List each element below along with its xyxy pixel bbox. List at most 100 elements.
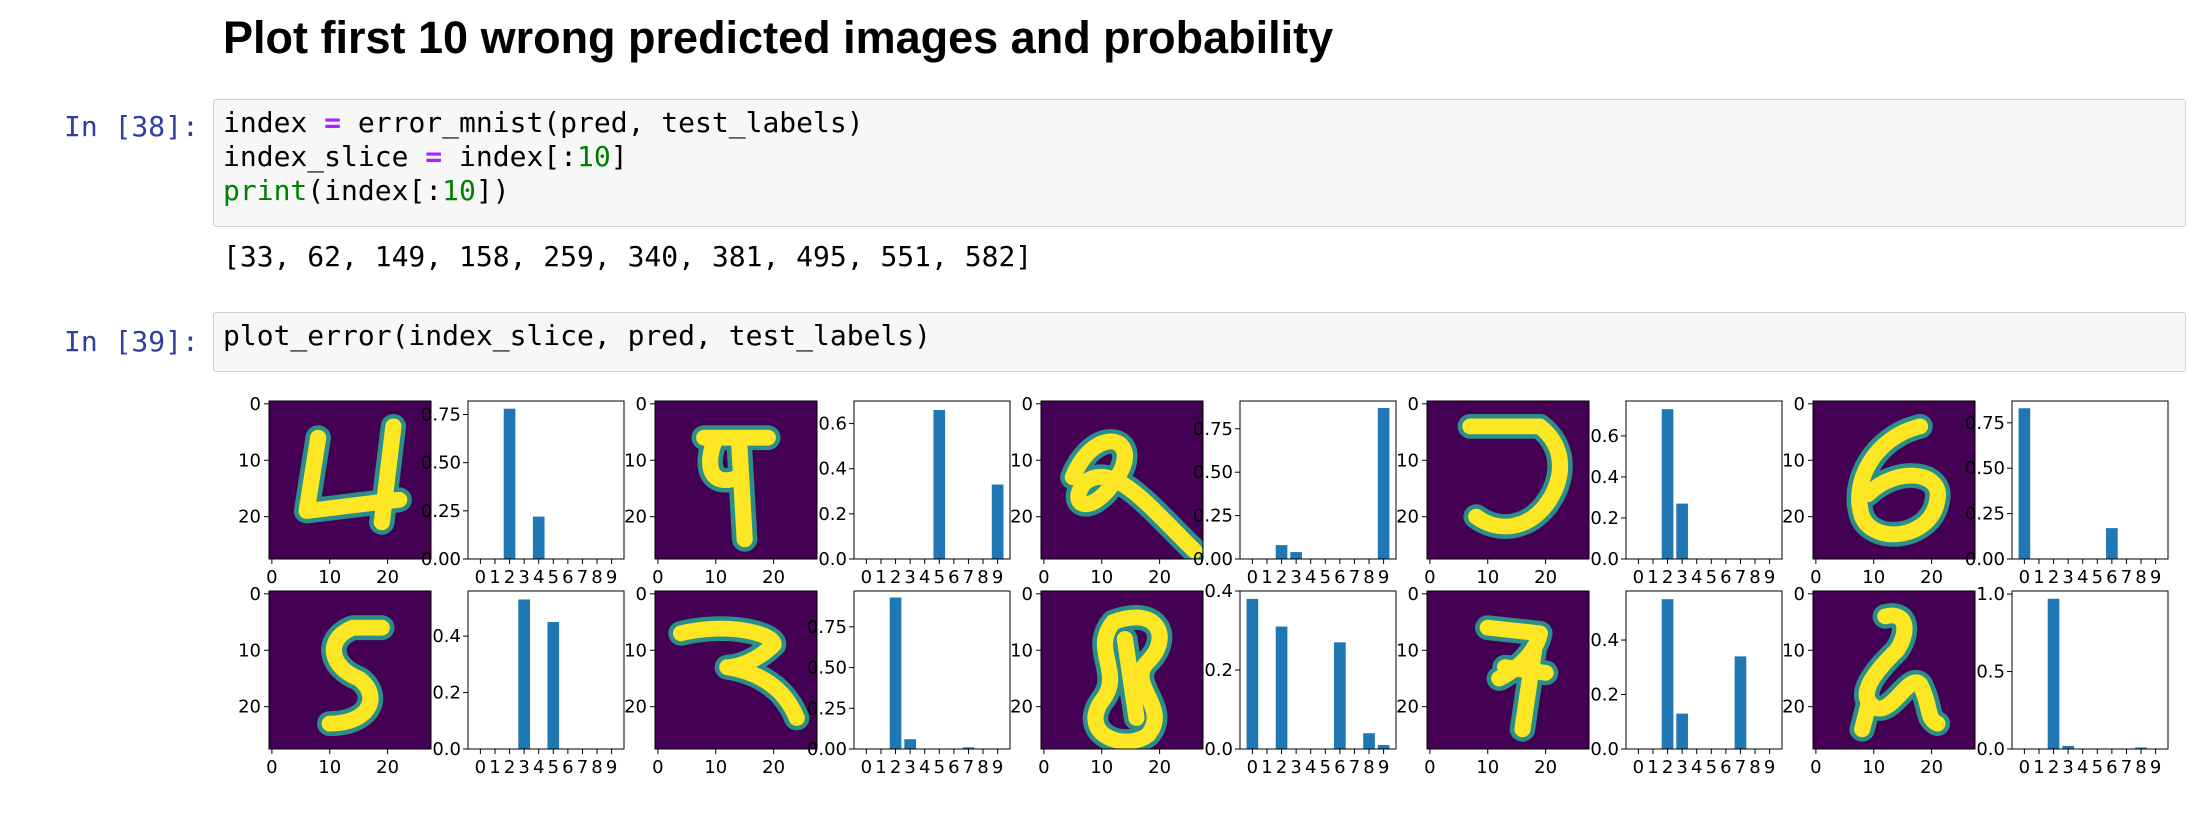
x-tick-label: 0 (1633, 567, 1644, 588)
bar (889, 597, 902, 749)
x-tick-label: 1 (489, 757, 500, 778)
x-tick-label: 9 (1378, 757, 1389, 778)
x-tick-label: 7 (577, 567, 588, 588)
digit-image (1475, 615, 1559, 742)
x-tick-label: 6 (948, 757, 959, 778)
x-tick-label: 20 (1148, 567, 1171, 588)
x-tick-label: 2 (890, 567, 901, 588)
x-tick-label: 20 (1534, 757, 1557, 778)
bar (1676, 713, 1688, 749)
bar (2135, 747, 2147, 749)
y-tick-label: 0.2 (1590, 685, 1619, 706)
y-tick-label: 10 (1396, 640, 1419, 661)
cell-output: [33, 62, 149, 158, 259, 340, 381, 495, 5… (223, 240, 1033, 273)
bar (991, 484, 1004, 559)
x-tick-label: 9 (1764, 567, 1775, 588)
digit-core (1851, 418, 1946, 543)
digit (1846, 413, 1951, 547)
y-tick-label: 0.75 (421, 404, 461, 425)
code-token: ]) (475, 174, 510, 207)
x-tick-label: 10 (1476, 567, 1499, 588)
y-tick-label: 0.6 (1590, 426, 1619, 447)
x-tick-label: 5 (934, 567, 945, 588)
digit (1082, 605, 1173, 749)
digit-core (1462, 418, 1569, 535)
x-tick-label: 0 (1810, 757, 1821, 778)
y-tick-label: 0.25 (807, 698, 847, 719)
code-cell[interactable]: plot_error(index_slice, pred, test_label… (213, 312, 2186, 372)
x-tick-label: 3 (904, 567, 915, 588)
image-frame (1812, 400, 1976, 560)
image-frame (268, 400, 432, 560)
digit (691, 425, 781, 552)
chart-frame (1625, 400, 1783, 560)
x-tick-label: 0 (475, 567, 486, 588)
heading: Plot first 10 wrong predicted images and… (223, 12, 1334, 63)
code-token: index[: (442, 140, 578, 173)
x-tick-label: 9 (2150, 567, 2161, 588)
y-tick-label: 10 (1396, 450, 1419, 471)
digit (1475, 615, 1559, 742)
x-tick-label: 0 (1247, 757, 1258, 778)
digit-image (293, 413, 412, 535)
digit (317, 615, 395, 737)
x-tick-label: 3 (1676, 567, 1687, 588)
code-token: ] (610, 140, 628, 173)
bar (518, 599, 530, 749)
x-tick-label: 0 (266, 757, 277, 778)
x-tick-label: 10 (1090, 757, 1113, 778)
y-tick-label: 10 (1782, 450, 1805, 471)
x-tick-label: 3 (518, 567, 529, 588)
y-tick-label: 20 (624, 507, 647, 528)
digit-core (1854, 607, 1946, 738)
digit-image (691, 425, 781, 552)
y-tick-label: 0.0 (1976, 739, 2005, 760)
bar (2062, 745, 2074, 749)
x-tick-label: 10 (1862, 757, 1885, 778)
y-tick-label: 10 (624, 640, 647, 661)
x-tick-label: 1 (1647, 757, 1658, 778)
bar (1377, 745, 1390, 749)
x-tick-label: 6 (562, 567, 573, 588)
code-token: = (324, 106, 342, 139)
x-tick-label: 3 (1676, 757, 1687, 778)
code-line: plot_error(index_slice, pred, test_label… (223, 319, 2185, 353)
x-tick-label: 2 (1662, 757, 1673, 778)
x-tick-label: 8 (591, 567, 602, 588)
x-tick-label: 7 (2121, 567, 2132, 588)
x-tick-label: 2 (2048, 757, 2059, 778)
image-frame (1040, 400, 1204, 560)
x-tick-label: 4 (533, 757, 544, 778)
y-tick-label: 0.2 (818, 504, 847, 525)
image-frame (654, 590, 818, 750)
x-tick-label: 8 (2135, 567, 2146, 588)
x-tick-label: 1 (2033, 567, 2044, 588)
chart-frame (1239, 590, 1397, 750)
x-tick-label: 0 (266, 567, 277, 588)
x-tick-label: 5 (1320, 567, 1331, 588)
x-tick-label: 2 (890, 757, 901, 778)
y-tick-label: 0.2 (432, 683, 461, 704)
chart-frame (1625, 590, 1783, 750)
y-tick-label: 0 (1022, 394, 1033, 415)
y-tick-label: 20 (1782, 697, 1805, 718)
x-tick-label: 5 (1706, 757, 1717, 778)
x-tick-label: 1 (875, 567, 886, 588)
x-tick-label: 3 (1290, 567, 1301, 588)
x-tick-label: 5 (1706, 567, 1717, 588)
chart-frame (2011, 400, 2169, 560)
code-token: 10 (577, 140, 611, 173)
bar (933, 410, 946, 559)
bar (1275, 626, 1288, 749)
bar (2106, 528, 2118, 559)
code-cell[interactable]: index = error_mnist(pred, test_labels) in… (213, 99, 2186, 227)
code-token: error_mnist(pred, test_labels) (341, 106, 864, 139)
x-tick-label: 8 (1749, 757, 1760, 778)
y-tick-label: 0 (636, 394, 647, 415)
chart-frame (853, 590, 1011, 750)
y-tick-label: 0.75 (807, 617, 847, 638)
x-tick-label: 4 (1691, 567, 1702, 588)
image-frame (268, 590, 432, 750)
image-background (269, 401, 431, 559)
